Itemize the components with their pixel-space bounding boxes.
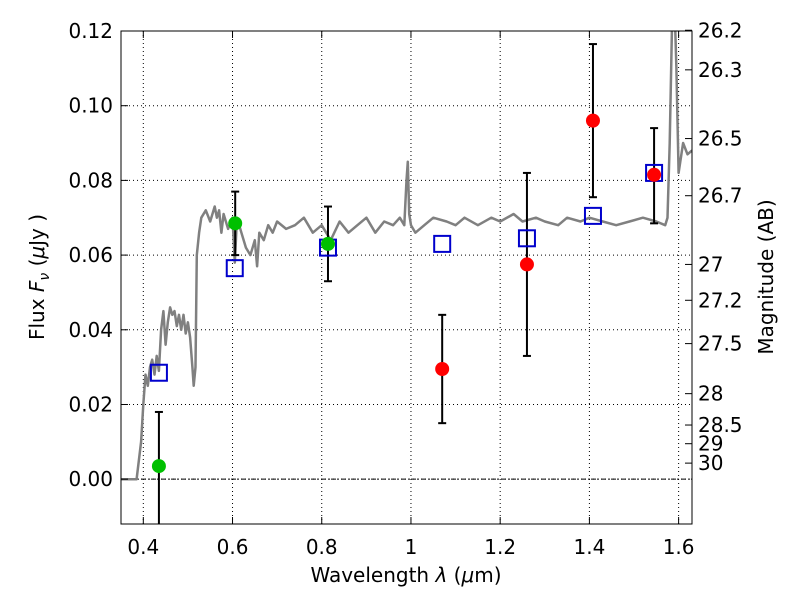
x-tick-label: 0.8: [306, 535, 338, 559]
y-tick-label: 0.00: [68, 467, 113, 491]
model-square-point: [225, 259, 244, 278]
observed-red-point: [585, 113, 600, 128]
model-square-point: [583, 206, 602, 225]
y-tick-label: 0.02: [68, 392, 113, 416]
magnitude-tick-label: 28.5: [698, 413, 743, 437]
x-axis-label-open: (: [447, 563, 461, 587]
observed-red-point: [435, 362, 450, 377]
x-axis-ticks: 0.4 0.6 0.8 1 1.2 1.4 1.6: [127, 31, 695, 559]
y-axis-label-open: (: [25, 259, 49, 273]
x-axis-label-mu: μ: [460, 563, 474, 587]
magnitude-tick-label: 26.3: [698, 58, 743, 82]
y-axis-ticks: 0.00 0.02 0.04 0.06 0.08 0.10 0.12: [68, 19, 128, 491]
y-axis-label-F: F: [25, 280, 49, 292]
x-tick-label: 1.6: [663, 535, 695, 559]
sed-template-line: [121, 31, 692, 481]
x-tick-label: 0.6: [217, 535, 249, 559]
plot-frame: [120, 30, 693, 525]
magnitude-tick-label: 28: [698, 382, 723, 406]
y-axis-label-unit: Jy ): [25, 214, 49, 248]
y-axis-label-prefix: Flux: [25, 292, 49, 340]
x-tick-label: 1.4: [573, 535, 605, 559]
y-axis-label-mu: μ: [25, 246, 49, 260]
observed-red-point: [519, 257, 534, 272]
magnitude-tick-label: 29: [698, 432, 723, 456]
plot-background: [121, 31, 692, 524]
x-axis-label-prefix: Wavelength: [310, 563, 435, 587]
magnitude-tick-label: 27.2: [698, 288, 743, 312]
observed-green-point: [151, 459, 166, 474]
magnitude-tick-label: 26.5: [698, 127, 743, 151]
model-square-point: [149, 363, 168, 382]
y-tick-label: 0.06: [68, 243, 113, 267]
magnitude-tick-label: 26.7: [698, 184, 743, 208]
magnitude-tick-label: 27.5: [698, 332, 743, 356]
y-tick-label: 0.04: [68, 318, 113, 342]
observed-green-point: [228, 216, 243, 231]
magnitude-tick-label: 27: [698, 252, 723, 276]
y2-axis-label: Magnitude (AB): [754, 199, 778, 354]
y-tick-label: 0.10: [68, 94, 113, 118]
x-tick-label: 1.2: [484, 535, 516, 559]
x-axis-label: Wavelength λ (μm): [310, 563, 501, 587]
magnitude-tick-label: 26.2: [698, 18, 743, 42]
y-tick-label: 0.08: [68, 168, 113, 192]
x-tick-label: 1: [405, 535, 418, 559]
x-tick-label: 0.4: [127, 535, 159, 559]
x-axis-label-unit: m): [474, 563, 501, 587]
observed-green-point: [320, 236, 335, 251]
x-axis-label-lambda: λ: [434, 563, 447, 587]
y-axis-label: Flux Fν (μJy ): [25, 214, 53, 340]
observed-red-point: [647, 167, 662, 182]
model-square-point: [433, 234, 452, 253]
model-square-point: [517, 229, 536, 248]
magnitude-tick-label: 30: [698, 451, 723, 475]
y-tick-label: 0.12: [68, 19, 113, 43]
series-layer: [121, 31, 692, 524]
y-axis-label-nu: ν: [37, 273, 53, 281]
